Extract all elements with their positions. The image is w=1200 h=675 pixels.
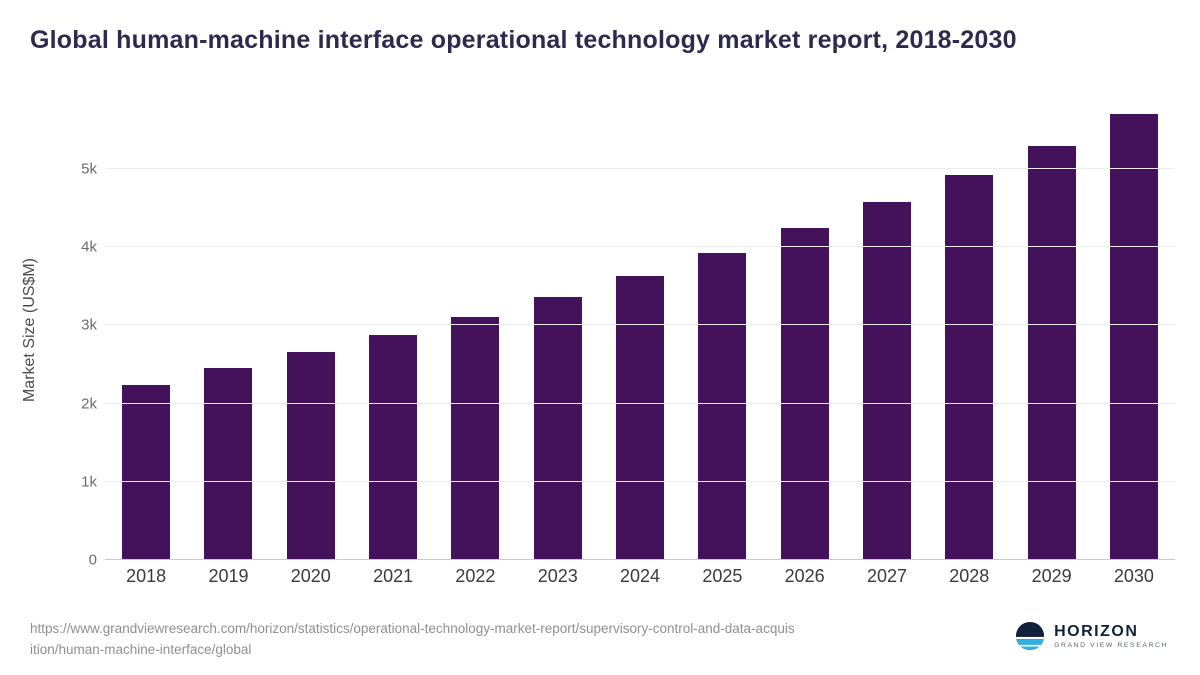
bar-2030: [1109, 114, 1158, 560]
chart-title: Global human-machine interface operation…: [30, 26, 1017, 54]
bar-2028: [945, 175, 994, 560]
bar-slot-2027: [846, 100, 928, 560]
horizon-circle-icon: [1016, 621, 1045, 651]
bar-slot-2023: [517, 100, 599, 560]
plot-area: [105, 100, 1175, 560]
x-tick-label-2021: 2021: [373, 566, 414, 586]
gridline-5k: [105, 167, 1175, 169]
bar-2018: [122, 384, 171, 560]
gridline-3k: [105, 324, 1175, 326]
y-axis-tick-labels: 0 1k 2k 3k 4k 5k: [55, 100, 97, 568]
bar-2020: [286, 351, 335, 560]
logo-subtitle: GRAND VIEW RESEARCH: [1054, 642, 1168, 650]
bar-2021: [369, 335, 418, 560]
bar-slot-2029: [1010, 100, 1092, 560]
bar-slot-2018: [105, 100, 187, 560]
x-tick-label-2020: 2020: [290, 566, 331, 586]
bar-slot-2026: [764, 100, 846, 560]
bar-2024: [616, 276, 665, 560]
x-tick-label-2023: 2023: [537, 566, 578, 586]
y-tick-label-5k: 5k: [81, 160, 97, 178]
bars-container: [105, 100, 1175, 560]
source-url: https://www.grandviewresearch.com/horizo…: [30, 619, 960, 661]
bar-2023: [533, 297, 582, 560]
gridline-4k: [105, 246, 1175, 248]
gridline-0: [105, 559, 1175, 560]
bar-2029: [1027, 146, 1076, 560]
gridline-2k: [105, 402, 1175, 404]
x-tick-label-2026: 2026: [784, 566, 825, 586]
bar-slot-2025: [681, 100, 763, 560]
bar-slot-2022: [434, 100, 516, 560]
bar-slot-2021: [352, 100, 434, 560]
x-tick-label-2019: 2019: [208, 566, 249, 586]
bar-2022: [451, 317, 500, 560]
logo-text: HORIZON GRAND VIEW RESEARCH: [1054, 623, 1168, 650]
bar-slot-2020: [270, 100, 352, 560]
logo-name: HORIZON: [1054, 622, 1139, 640]
source-url-line2: ition/human-machine-interface/global: [30, 642, 252, 658]
gridline-1k: [105, 480, 1175, 482]
y-tick-label-2k: 2k: [81, 395, 97, 413]
x-tick-label-2030: 2030: [1113, 566, 1154, 586]
x-tick-label-2029: 2029: [1031, 566, 1072, 586]
bar-slot-2024: [599, 100, 681, 560]
y-tick-label-1k: 1k: [81, 473, 97, 491]
source-url-line1: https://www.grandviewresearch.com/horizo…: [30, 621, 795, 637]
bar-slot-2030: [1093, 100, 1175, 560]
y-tick-label-4k: 4k: [81, 238, 97, 256]
x-tick-label-2028: 2028: [949, 566, 990, 586]
bar-2019: [204, 367, 253, 560]
bar-2027: [862, 201, 911, 560]
y-tick-label-0: 0: [88, 551, 97, 569]
x-tick-label-2022: 2022: [455, 566, 496, 586]
bar-slot-2028: [928, 100, 1010, 560]
bar-2025: [698, 252, 747, 560]
x-tick-label-2018: 2018: [126, 566, 167, 586]
bar-slot-2019: [187, 100, 269, 560]
bar-2026: [780, 228, 829, 560]
x-tick-label-2024: 2024: [620, 566, 661, 586]
x-tick-label-2025: 2025: [702, 566, 743, 586]
x-tick-label-2027: 2027: [866, 566, 907, 586]
horizon-logo: HORIZON GRAND VIEW RESEARCH: [1015, 621, 1168, 651]
x-axis-tick-labels: 2018 2019 2020 2021 2022 2023 2024 2025 2026 2027…: [105, 566, 1175, 587]
y-tick-label-3k: 3k: [81, 316, 97, 334]
y-axis-title: Market Size (US$M): [21, 257, 38, 403]
